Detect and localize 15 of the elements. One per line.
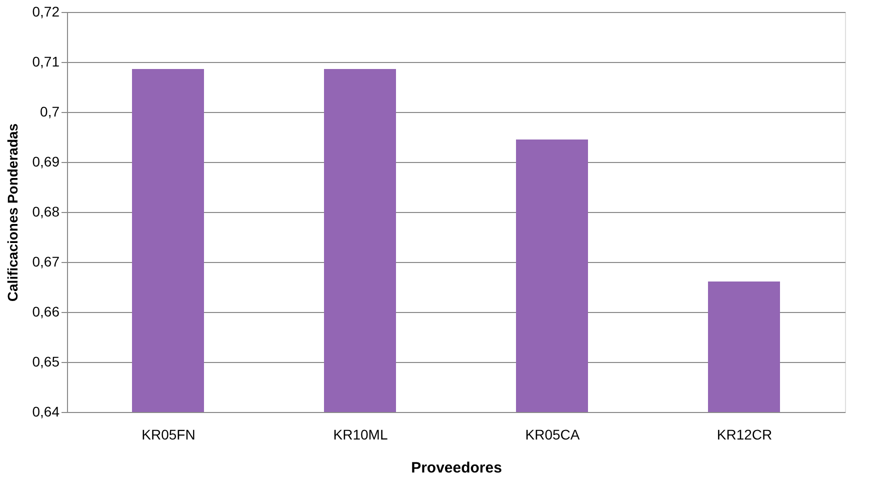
y-axis-title: Calificaciones Ponderadas — [4, 123, 20, 302]
x-tick-label: KR05CA — [525, 426, 580, 442]
y-tick-label: 0,67 — [32, 254, 60, 270]
x-tick-label: KR12CR — [716, 426, 772, 442]
y-tick-label: 0,71 — [32, 54, 60, 70]
y-tick-label: 0,72 — [32, 4, 60, 20]
y-tick-label: 0,65 — [32, 354, 60, 370]
x-tick-label: KR05FN — [142, 426, 196, 442]
y-tick-label: 0,69 — [32, 154, 60, 170]
y-tick-label: 0,68 — [32, 204, 60, 220]
y-tick-label: 0,64 — [32, 404, 60, 420]
y-tick-label: 0,7 — [40, 104, 60, 120]
y-tick-label: 0,66 — [32, 304, 60, 320]
x-tick-label: KR10ML — [333, 426, 388, 442]
x-axis-title: Proveedores — [411, 460, 502, 476]
